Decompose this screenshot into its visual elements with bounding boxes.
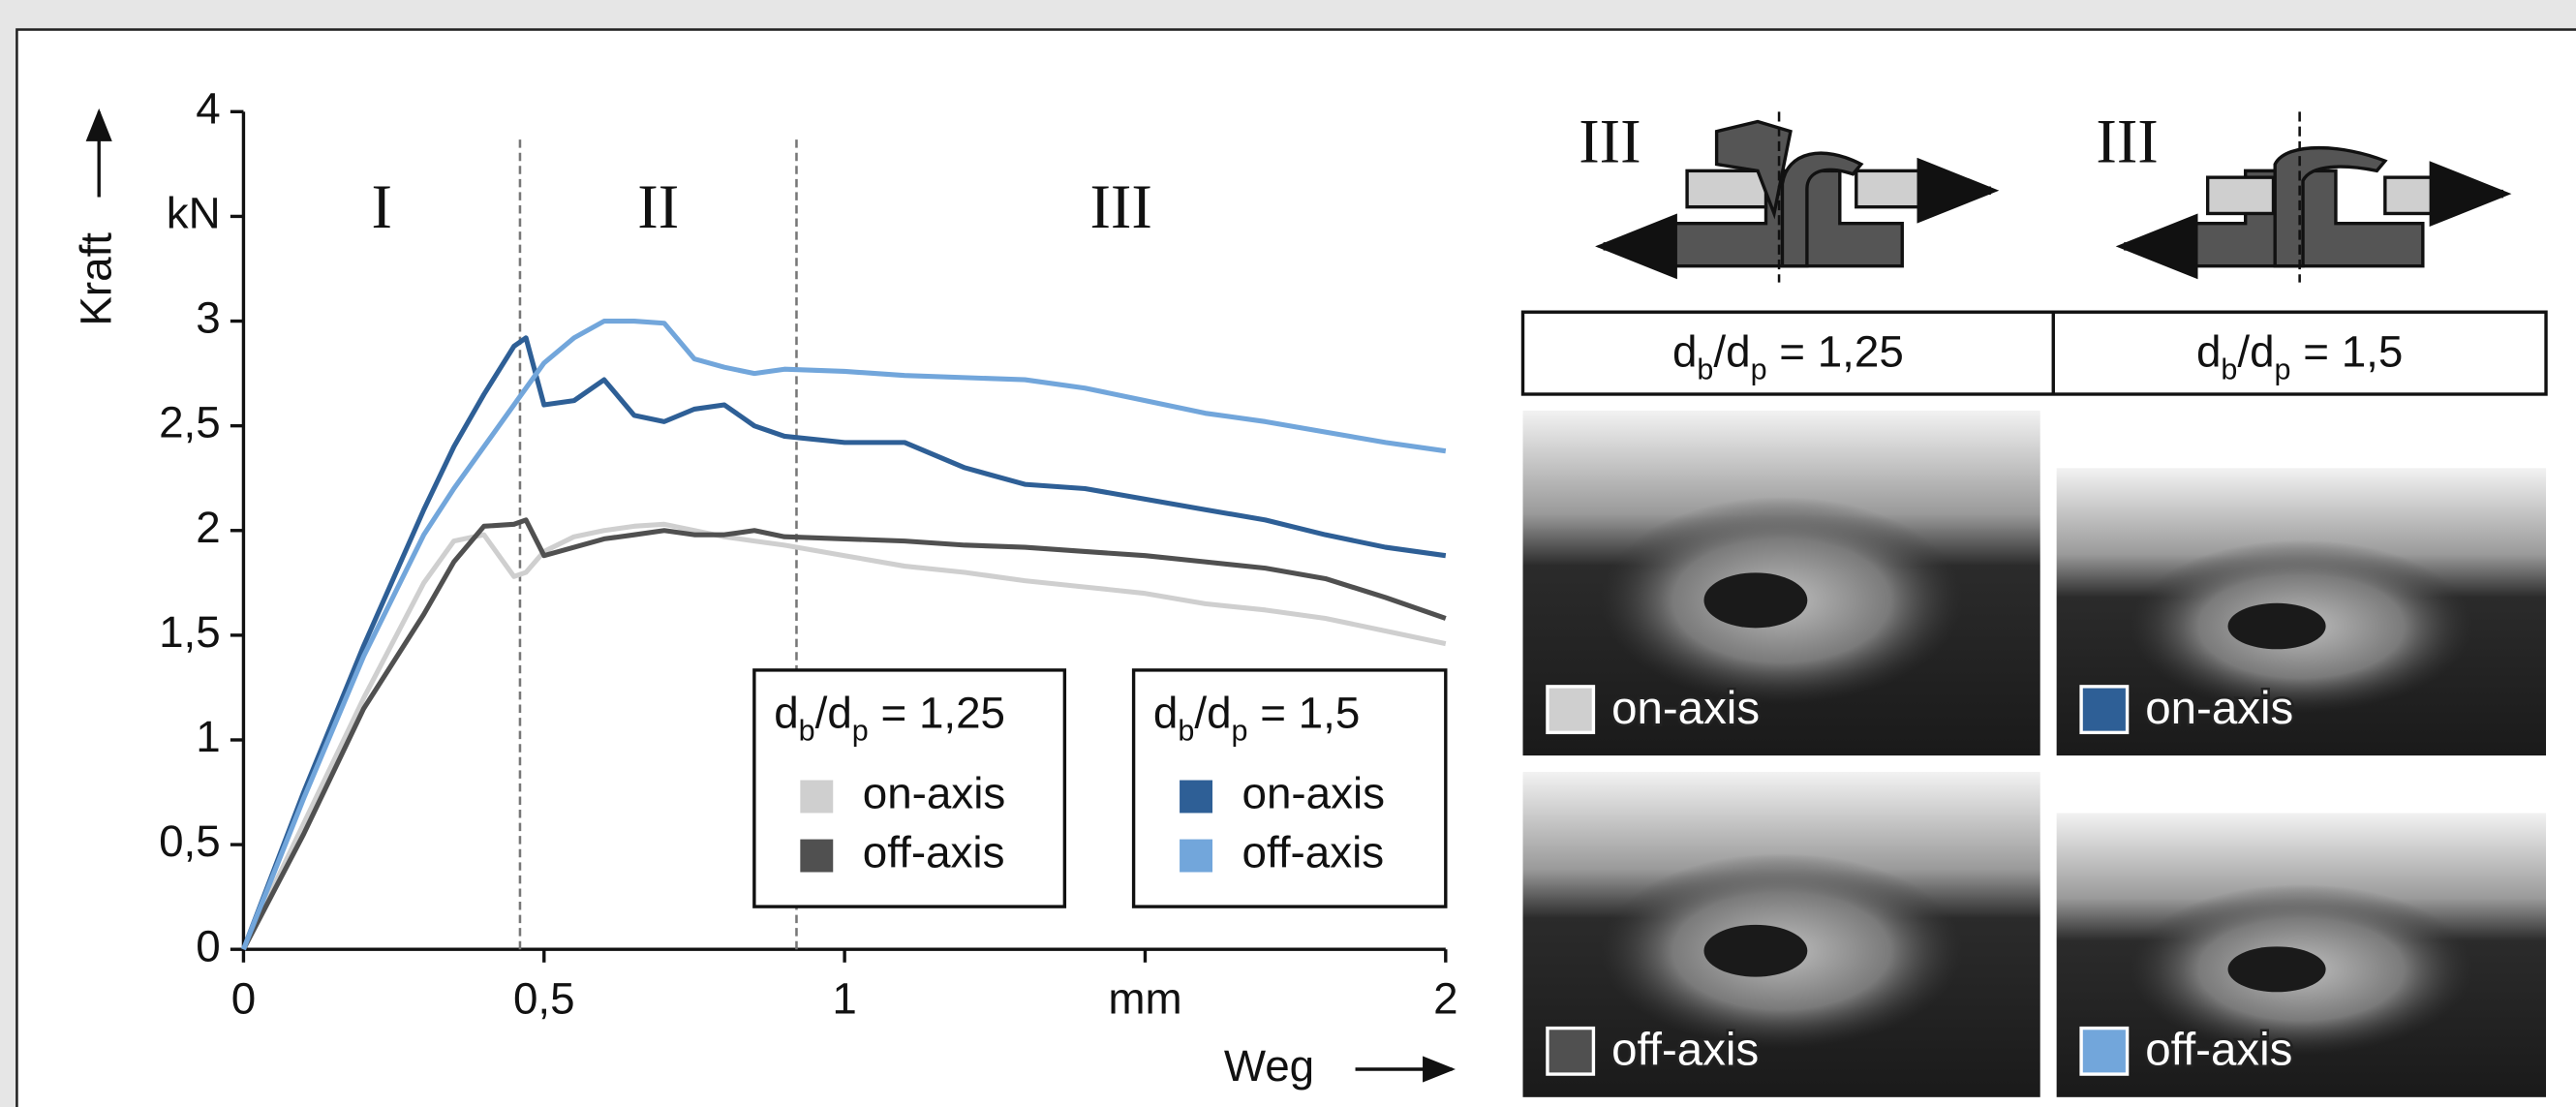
- specimen-hole: [2228, 946, 2326, 992]
- diagram-label: III: [2096, 107, 2158, 175]
- photo-swatch: [2081, 1029, 2127, 1074]
- region-label: III: [1089, 172, 1151, 241]
- legend-swatch: [1180, 781, 1212, 814]
- label-part: = 1,5: [2291, 326, 2404, 376]
- x-tick-label: 0: [231, 974, 256, 1024]
- label-part: /d: [2237, 326, 2274, 376]
- photo-swatch: [2081, 687, 2127, 732]
- y-axis-label: Kraft: [71, 232, 120, 326]
- photo-label: on-axis: [2145, 683, 2293, 734]
- legend-label: off-axis: [1242, 828, 1385, 877]
- y-tick-label: 4: [196, 83, 220, 133]
- photo-label: on-axis: [1611, 683, 1760, 734]
- specimen-hole: [2228, 603, 2326, 649]
- legend-label: off-axis: [863, 828, 1005, 877]
- label-part: /d: [1713, 326, 1750, 376]
- legend-swatch: [1180, 840, 1212, 873]
- photo-swatch: [1548, 687, 1593, 732]
- y-tick-label: 3: [196, 293, 220, 343]
- y-tick-label: 0: [196, 921, 220, 970]
- label-part: d: [2196, 326, 2221, 376]
- label-part: p: [1232, 714, 1248, 747]
- x-tick-label: 1: [832, 974, 856, 1024]
- specimen-hole: [1703, 572, 1807, 628]
- label-part: p: [2275, 353, 2291, 385]
- page: {"chart_data": { "type": "line", "y_labe…: [0, 0, 2576, 1107]
- x-tick-label: 2: [1433, 974, 1457, 1024]
- y-tick-label: 2,5: [159, 398, 221, 447]
- y-tick-label: 0,5: [159, 816, 221, 866]
- label-part: d: [1672, 326, 1697, 376]
- region-label: I: [371, 172, 391, 241]
- photo-label: off-axis: [1611, 1025, 1759, 1076]
- label-part: d: [1153, 688, 1178, 737]
- label-part: b: [1697, 353, 1713, 385]
- label-part: = 1,5: [1248, 688, 1361, 737]
- region-label: II: [637, 172, 679, 241]
- legend-label: on-axis: [1242, 769, 1386, 818]
- label-part: b: [799, 714, 815, 747]
- label-part: = 1,25: [1767, 326, 1904, 376]
- x-tick-label: 0,5: [513, 974, 575, 1024]
- specimen-hole: [1703, 925, 1807, 977]
- label-part: /d: [815, 688, 852, 737]
- legend-swatch: [800, 781, 833, 814]
- y-tick-label: 1: [196, 712, 220, 761]
- label-part: p: [852, 714, 869, 747]
- x-tick-label: mm: [1108, 974, 1181, 1024]
- label-part: = 1,25: [869, 688, 1005, 737]
- figure: Kraft Weg 00,511,522,53kN400,51mm2IIIIII…: [0, 0, 2576, 1107]
- y-tick-label: kN: [167, 189, 221, 238]
- photo-label: off-axis: [2145, 1025, 2292, 1076]
- y-tick-label: 2: [196, 503, 220, 552]
- diagram-label: III: [1579, 107, 1641, 175]
- y-tick-label: 1,5: [159, 607, 221, 657]
- label-part: p: [1751, 353, 1767, 385]
- legend-label: on-axis: [863, 769, 1006, 818]
- label-part: /d: [1194, 688, 1231, 737]
- label-part: b: [2221, 353, 2237, 385]
- label-part: b: [1178, 714, 1194, 747]
- label-part: d: [774, 688, 798, 737]
- legend-swatch: [800, 840, 833, 873]
- photo-swatch: [1548, 1029, 1593, 1074]
- x-axis-label: Weg: [1224, 1041, 1314, 1091]
